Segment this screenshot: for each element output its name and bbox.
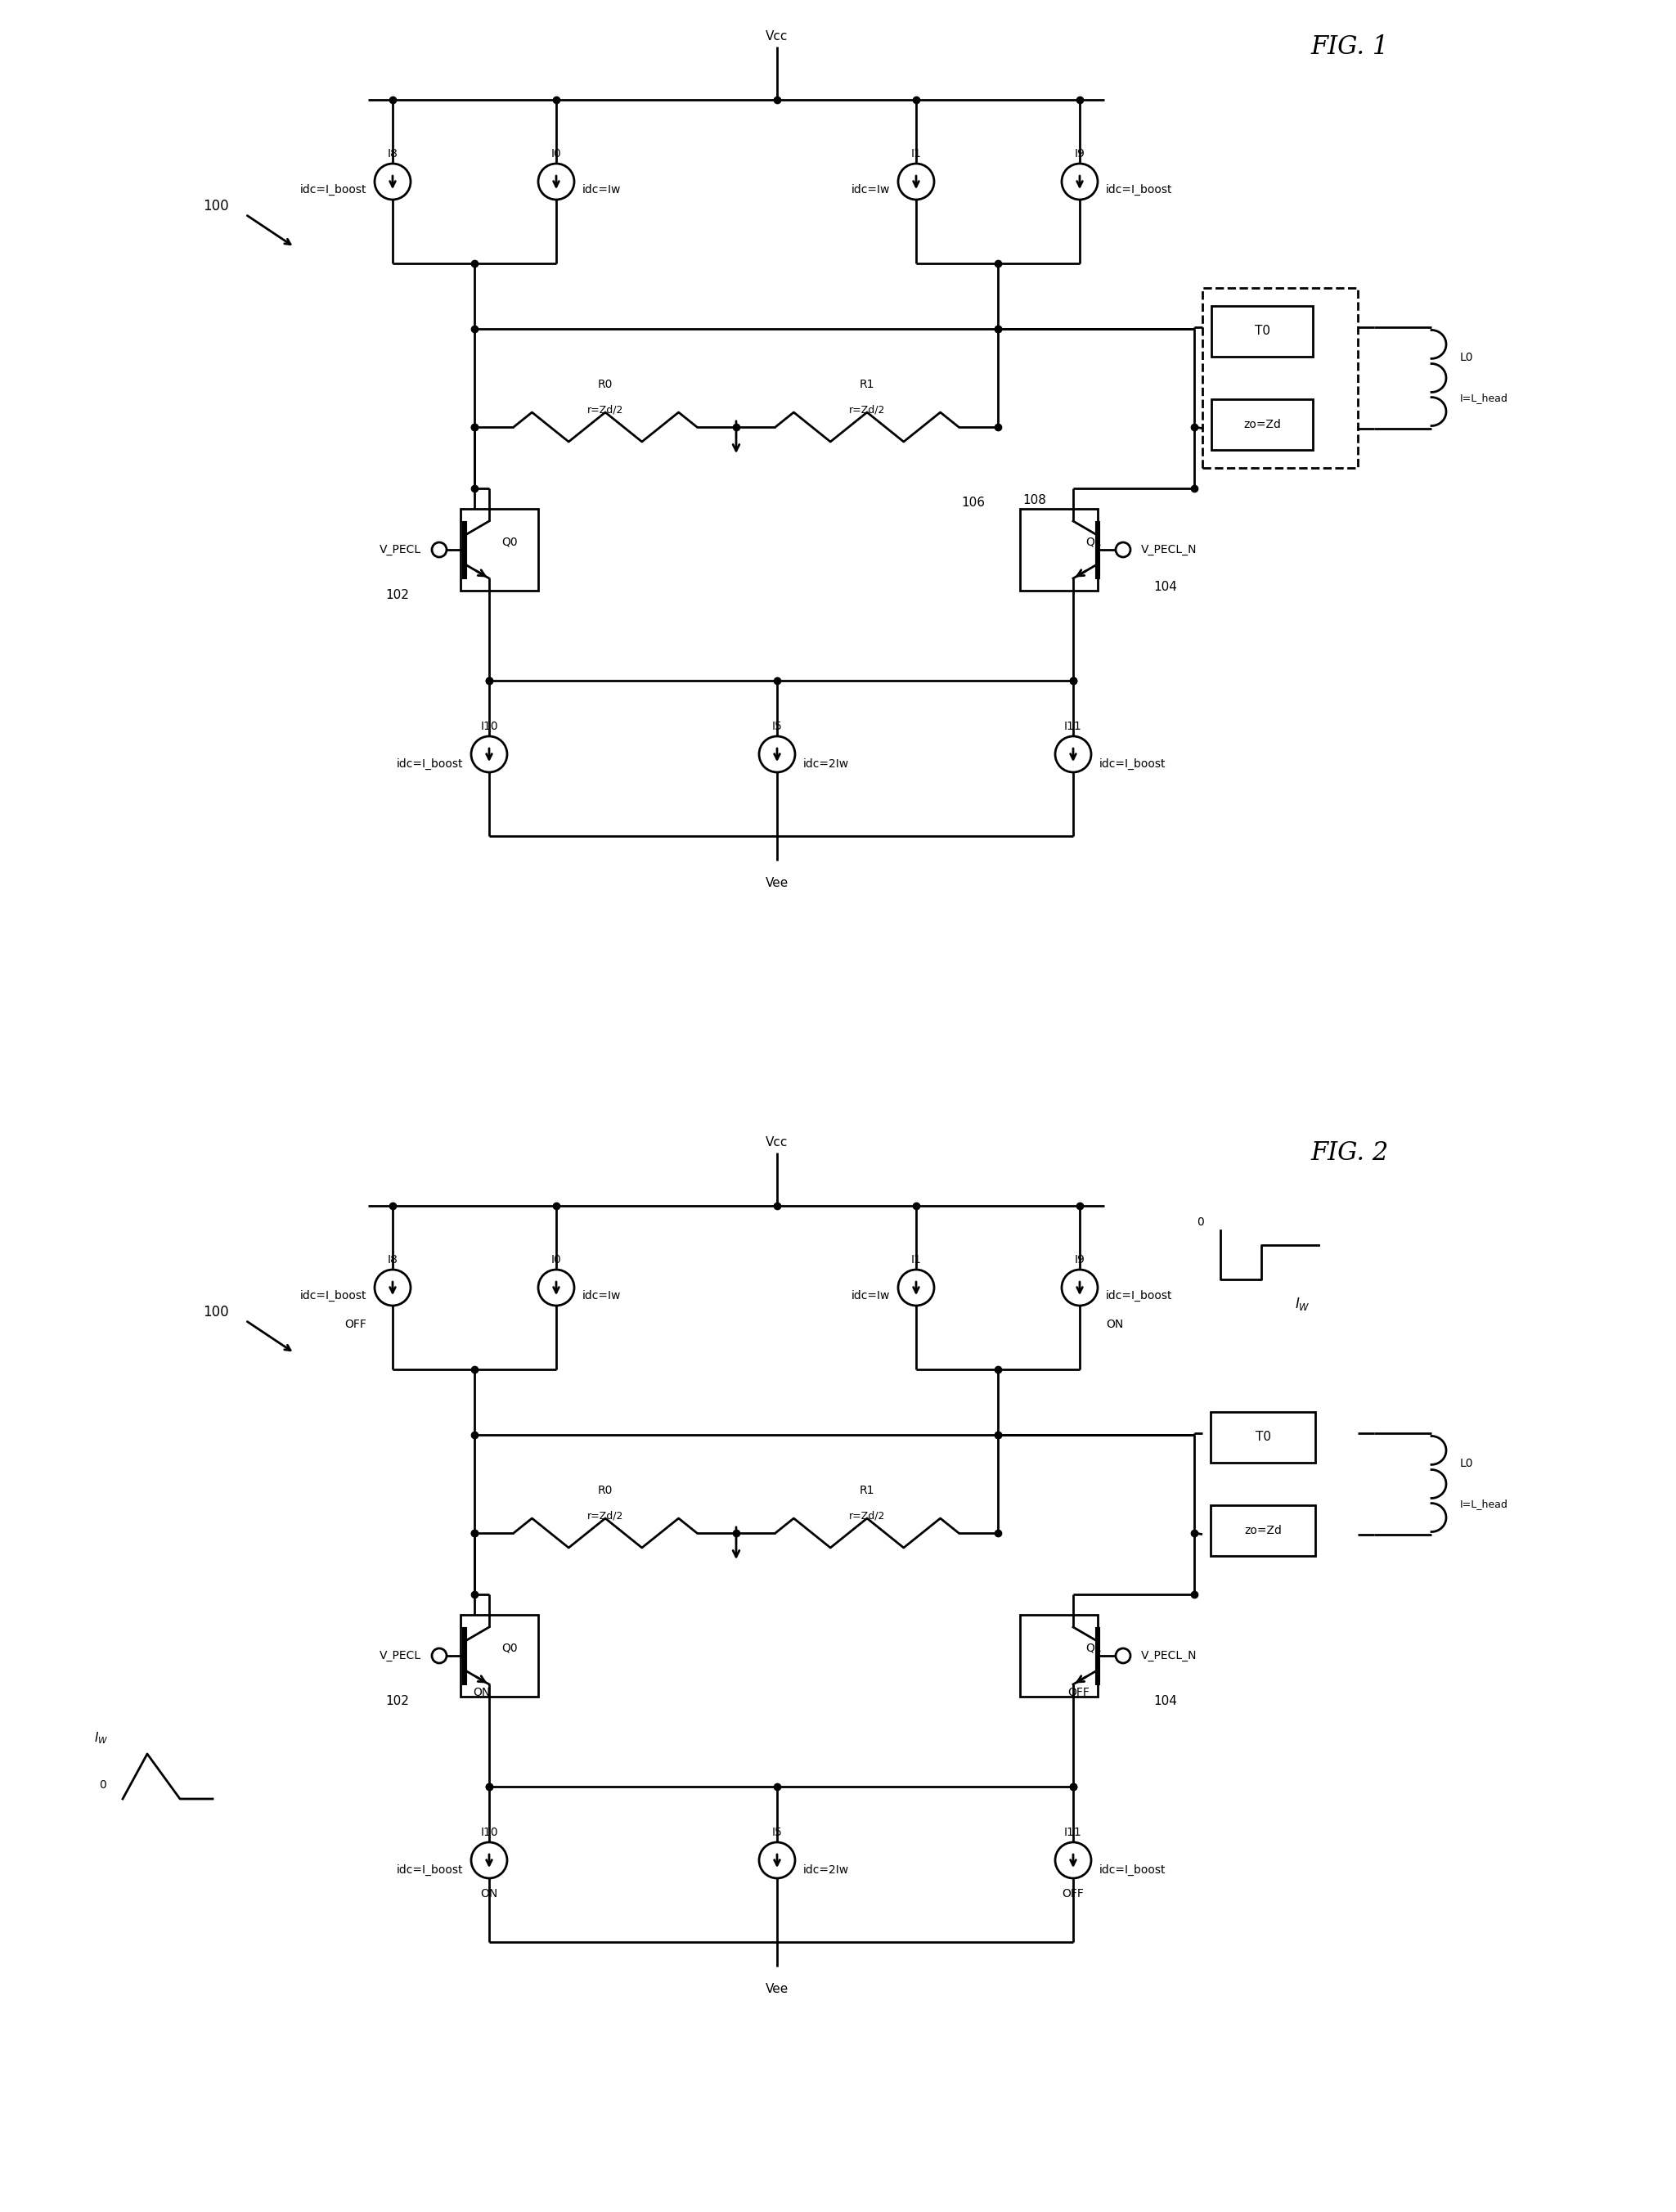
Text: I5: I5 [773,1827,783,1838]
Text: I1: I1 [910,148,922,159]
Text: 102: 102 [385,588,409,602]
Text: ON: ON [1106,1318,1123,1329]
Text: V_PECL_N: V_PECL_N [1141,1650,1197,1661]
Text: I8: I8 [387,1254,397,1265]
Text: I=L_head: I=L_head [1460,394,1508,405]
Text: ON: ON [481,1889,498,1900]
Text: 106: 106 [962,495,985,509]
Text: zo=Zd: zo=Zd [1244,1524,1282,1537]
Circle shape [1116,542,1130,557]
Text: FIG. 2: FIG. 2 [1311,1141,1389,1166]
Circle shape [432,1648,446,1663]
Text: 100: 100 [203,199,230,215]
Text: Vee: Vee [766,876,789,889]
Text: I0: I0 [551,148,561,159]
Text: zo=Zd: zo=Zd [1244,418,1280,431]
Circle shape [1116,1648,1130,1663]
Text: idc=Iw: idc=Iw [851,184,890,195]
Text: idc=I_boost: idc=I_boost [300,1290,367,1301]
Text: ON: ON [473,1688,489,1699]
Text: r=Zd/2: r=Zd/2 [587,1511,623,1522]
Text: L0: L0 [1460,1458,1473,1469]
Text: OFF: OFF [1063,1889,1084,1900]
Text: Vcc: Vcc [766,1137,788,1148]
Text: idc=I_boost: idc=I_boost [1099,1865,1166,1876]
Text: I0: I0 [551,1254,561,1265]
Text: 104: 104 [1153,1694,1177,1708]
Bar [1210,1506,1316,1555]
Text: 0: 0 [99,1781,106,1792]
Text: Q0: Q0 [501,535,518,546]
Text: $I_W$: $I_W$ [94,1730,109,1745]
Text: Q1: Q1 [1086,535,1101,546]
Text: 104: 104 [1153,580,1177,593]
Text: I10: I10 [481,1827,498,1838]
Text: r=Zd/2: r=Zd/2 [848,405,885,416]
Text: I9: I9 [1074,148,1084,159]
Text: OFF: OFF [345,1318,367,1329]
Text: R1: R1 [860,1484,875,1495]
Text: R0: R0 [598,378,613,389]
Text: I11: I11 [1064,1827,1083,1838]
Text: idc=I_boost: idc=I_boost [1106,184,1173,195]
Text: idc=Iw: idc=Iw [582,184,622,195]
Text: idc=2Iw: idc=2Iw [803,759,850,770]
Text: R0: R0 [598,1484,613,1495]
Text: I11: I11 [1064,721,1083,732]
Text: FIG. 1: FIG. 1 [1311,35,1389,60]
Text: Q0: Q0 [501,1641,518,1652]
Text: 102: 102 [385,1694,409,1708]
Text: r=Zd/2: r=Zd/2 [587,405,623,416]
Text: 0: 0 [1197,1217,1203,1228]
Bar [1021,509,1098,591]
Text: L0: L0 [1460,352,1473,363]
Text: V_PECL: V_PECL [379,544,421,555]
Text: R1: R1 [860,378,875,389]
Bar [461,509,538,591]
Bar [1202,288,1358,469]
Text: T0: T0 [1254,325,1270,336]
Text: idc=I_boost: idc=I_boost [396,1865,463,1876]
Text: idc=I_boost: idc=I_boost [1099,759,1166,770]
Text: Q1: Q1 [1086,1641,1101,1652]
Text: Vee: Vee [766,1982,789,1995]
Bar [461,1615,538,1697]
Text: V_PECL: V_PECL [379,1650,421,1661]
Text: idc=2Iw: idc=2Iw [803,1865,850,1876]
Bar [1021,1615,1098,1697]
Text: 108: 108 [1022,495,1046,507]
Text: V_PECL_N: V_PECL_N [1141,544,1197,555]
Text: I=L_head: I=L_head [1460,1500,1508,1511]
Text: I1: I1 [910,1254,922,1265]
Text: idc=I_boost: idc=I_boost [396,759,463,770]
Text: I8: I8 [387,148,397,159]
Bar [1212,305,1312,356]
Circle shape [432,542,446,557]
Text: r=Zd/2: r=Zd/2 [848,1511,885,1522]
Text: idc=I_boost: idc=I_boost [1106,1290,1173,1301]
Text: 100: 100 [203,1305,230,1321]
Text: Vcc: Vcc [766,31,788,42]
Text: T0: T0 [1255,1431,1270,1442]
Text: I9: I9 [1074,1254,1084,1265]
Text: $I_W$: $I_W$ [1294,1296,1311,1312]
Text: idc=Iw: idc=Iw [851,1290,890,1301]
Bar [1212,400,1312,449]
Text: OFF: OFF [1068,1688,1089,1699]
Text: idc=Iw: idc=Iw [582,1290,622,1301]
Text: I10: I10 [481,721,498,732]
Text: I5: I5 [773,721,783,732]
Bar [1210,1411,1316,1462]
Text: idc=I_boost: idc=I_boost [300,184,367,195]
